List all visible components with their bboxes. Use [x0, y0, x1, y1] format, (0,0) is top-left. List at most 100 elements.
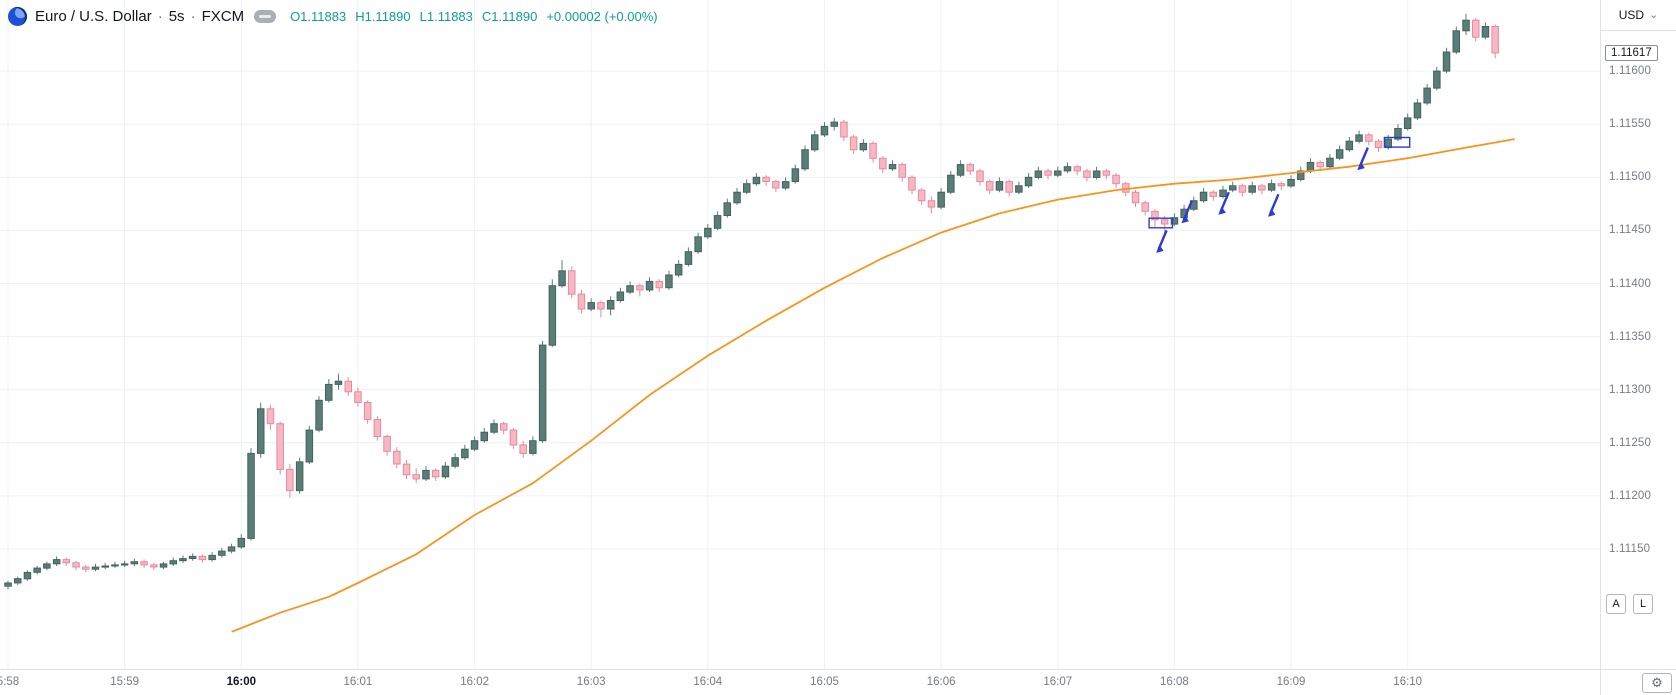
close-value: C1.11890	[481, 9, 538, 24]
candle	[995, 181, 1004, 191]
candle	[986, 181, 994, 191]
candle	[1034, 170, 1043, 178]
auto-scale-button[interactable]: A	[1606, 594, 1626, 614]
candle	[490, 423, 498, 433]
ohlc-readout: O1.11883 H1.11890 L1.11883 C1.11890 +0.0…	[290, 9, 658, 24]
candle	[927, 200, 936, 208]
candle	[431, 469, 440, 478]
candle	[674, 263, 683, 276]
candles-series	[4, 13, 1499, 590]
candle	[218, 550, 226, 556]
candle	[1248, 185, 1256, 193]
candle	[587, 302, 595, 310]
candle	[976, 170, 984, 183]
chart-settings-button[interactable]: ⚙	[1642, 672, 1672, 693]
candle	[402, 463, 411, 476]
current-price-label: 1.11617	[1605, 45, 1658, 62]
candle	[500, 423, 508, 431]
candle	[1355, 134, 1363, 142]
candle	[801, 149, 809, 170]
annotation-arrow	[1218, 191, 1230, 215]
candle	[1306, 162, 1315, 172]
candle	[325, 383, 333, 401]
candle	[1491, 26, 1499, 54]
candle	[101, 565, 109, 568]
candle	[198, 555, 207, 561]
annotation-arrow	[1156, 229, 1168, 253]
candle	[305, 429, 314, 463]
candle	[1024, 176, 1033, 187]
symbol-legend[interactable]: Euro / U.S. Dollar · 5s · FXCM O1.11883 …	[8, 7, 658, 26]
candle	[1092, 170, 1101, 178]
annotation-arrow	[1181, 200, 1194, 224]
candle	[480, 431, 488, 442]
candle	[140, 561, 148, 566]
scale-toggle-group: A L	[1606, 594, 1653, 614]
candle	[830, 121, 838, 127]
price-tick-label: 1.11250	[1609, 436, 1652, 449]
candle	[188, 555, 197, 560]
axis-corner: ⚙	[1600, 669, 1676, 695]
candle	[616, 291, 625, 301]
high-value: H1.11890	[355, 9, 411, 24]
candle	[1209, 191, 1217, 197]
candle	[1044, 170, 1052, 176]
candle	[1394, 128, 1402, 140]
candle	[150, 564, 158, 568]
candle	[888, 164, 897, 170]
candle	[956, 164, 965, 176]
candle	[52, 559, 61, 565]
time-tick-label: 16:05	[810, 676, 839, 688]
candle	[655, 280, 663, 289]
candle	[665, 274, 673, 289]
candle	[781, 181, 790, 189]
candle	[111, 564, 119, 567]
drawing-annotations[interactable]	[1148, 136, 1411, 253]
candle	[820, 125, 829, 136]
annotation-box	[1383, 136, 1411, 148]
exchange-label[interactable]: FXCM	[201, 8, 245, 25]
candle	[1199, 191, 1208, 202]
candle	[1374, 140, 1383, 149]
candle	[1481, 26, 1490, 38]
change-value: +0.00002 (+0.00%)	[546, 9, 658, 24]
candle	[1083, 170, 1091, 178]
price-tick-label: 1.11550	[1609, 118, 1652, 131]
candle	[1462, 19, 1470, 32]
candle	[1423, 87, 1431, 104]
price-axis[interactable]: USD ⌄ 1.11617 1.11600 1.11550 1.11500 1.114…	[1600, 0, 1676, 669]
candle	[723, 202, 731, 217]
candle	[568, 270, 576, 295]
candle	[937, 191, 945, 208]
legend-collapse-icon[interactable]	[254, 10, 277, 23]
candle	[159, 563, 168, 568]
candlestick-chart[interactable]	[0, 0, 1600, 669]
candle	[548, 285, 557, 346]
time-tick-label: 16:10	[1393, 676, 1423, 688]
time-axis[interactable]: 5:58 15:59 16:00 16:01 16:02 16:03 16:04 16:05 1…	[0, 669, 1600, 695]
symbol-title[interactable]: Euro / U.S. Dollar	[35, 8, 152, 25]
candle	[1170, 217, 1179, 225]
candle	[412, 474, 420, 480]
candle	[461, 448, 469, 459]
price-tick-label: 1.11400	[1609, 277, 1652, 290]
ma-line[interactable]	[231, 138, 1515, 633]
currency-dropdown[interactable]: USD ⌄	[1601, 0, 1676, 31]
gear-icon: ⚙	[1651, 674, 1663, 690]
candle	[1219, 189, 1227, 198]
currency-label: USD	[1618, 8, 1645, 22]
candle	[1054, 170, 1062, 176]
candle	[762, 176, 770, 183]
candle	[1472, 19, 1480, 38]
candle	[169, 560, 177, 565]
candle	[227, 546, 236, 552]
price-tick-label: 1.11150	[1609, 543, 1651, 555]
candle	[1238, 185, 1247, 193]
interval-label[interactable]: 5s	[168, 8, 185, 25]
candle	[1063, 166, 1072, 172]
time-tick-label: 16:07	[1043, 676, 1073, 688]
time-tick-label: 16:08	[1160, 676, 1189, 688]
log-scale-button[interactable]: L	[1633, 594, 1653, 614]
time-tick-label: 16:09	[1276, 676, 1306, 688]
candle	[529, 440, 537, 454]
